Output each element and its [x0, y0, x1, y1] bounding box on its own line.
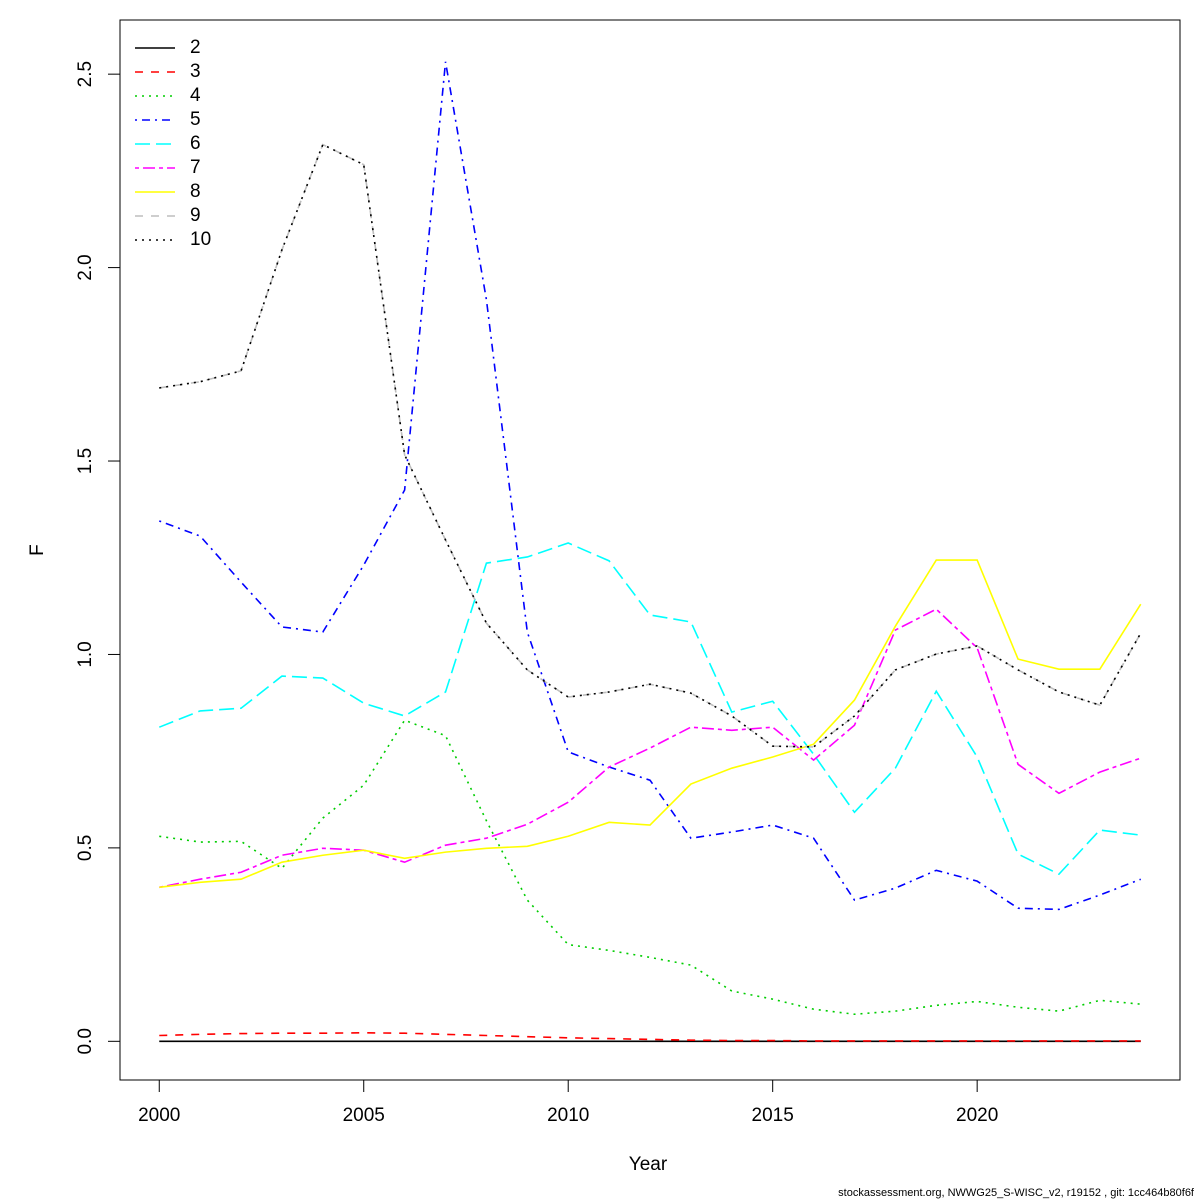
series-line: [159, 143, 1142, 748]
series-line: [159, 719, 1141, 1016]
series-line: [159, 608, 1141, 889]
legend-label: 8: [190, 181, 201, 202]
legend-label: 2: [190, 37, 201, 58]
series-line: [159, 143, 1142, 748]
series-line: [158, 61, 1142, 911]
y-tick-label: 1.5: [75, 448, 96, 474]
y-tick-label: 1.0: [75, 641, 96, 667]
x-tick-label: 2000: [138, 1105, 180, 1126]
x-tick-label: 2010: [547, 1105, 589, 1126]
legend-label: 5: [190, 109, 201, 130]
legend-label: 4: [190, 85, 201, 106]
y-tick-label: 0.0: [75, 1028, 96, 1054]
series-line: [159, 559, 1142, 889]
legend-label: 3: [190, 61, 201, 82]
y-tick-label: 2.0: [75, 254, 96, 280]
x-tick-label: 2005: [343, 1105, 385, 1126]
series-line: [159, 1031, 1141, 1042]
x-tick-label: 2020: [956, 1105, 998, 1126]
x-axis-label: Year: [629, 1154, 668, 1175]
legend-label: 7: [190, 157, 201, 178]
legend-label: 9: [190, 205, 201, 226]
y-tick-label: 0.5: [75, 835, 96, 861]
legend-label: 6: [190, 133, 201, 154]
y-tick-label: 2.5: [75, 61, 96, 87]
series-line: [158, 542, 1141, 876]
x-tick-label: 2015: [752, 1105, 794, 1126]
y-axis-label: F: [27, 544, 48, 556]
plot-box: [119, 19, 1181, 1081]
footer: stockassessment.org, NWWG25_S-WISC_v2, r…: [838, 1187, 1195, 1199]
legend-label: 10: [190, 229, 211, 250]
